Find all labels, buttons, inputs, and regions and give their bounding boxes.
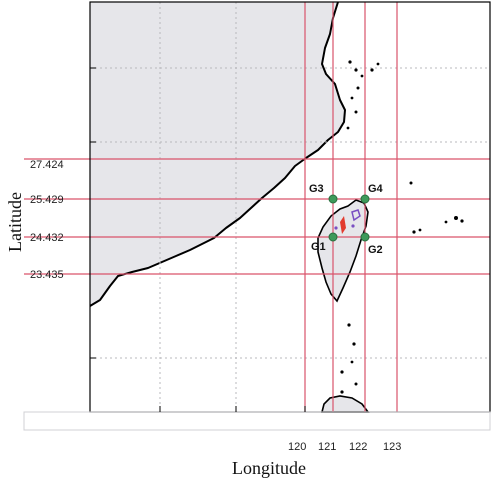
lon-tick-label: 121 bbox=[318, 441, 336, 453]
mainland-land bbox=[90, 2, 345, 306]
grid-point-g2 bbox=[360, 232, 370, 242]
island-dots bbox=[340, 60, 464, 394]
lat-tick-label: 24.432 bbox=[30, 232, 64, 244]
purple-marker bbox=[351, 209, 361, 222]
lat-tick-label: 25.429 bbox=[30, 194, 64, 206]
grid-point-g3 bbox=[328, 194, 338, 204]
grid-point-markers bbox=[328, 194, 370, 242]
lon-tick-label: 122 bbox=[349, 441, 367, 453]
grid-point-g4 bbox=[360, 194, 370, 204]
mainland-coastline bbox=[89, 1, 346, 307]
reference-gridlines bbox=[90, 2, 490, 412]
grid-lines bbox=[24, 2, 490, 412]
taiwan-island bbox=[317, 199, 369, 303]
x-axis-title: Longitude bbox=[232, 458, 306, 478]
lat-tick-label: 27.424 bbox=[30, 159, 64, 171]
red-marker bbox=[340, 216, 346, 234]
grid-point-label-g1: G1 bbox=[311, 241, 326, 253]
station-markers bbox=[334, 209, 361, 234]
grid-point-label-g4: G4 bbox=[368, 183, 384, 195]
y-axis-title: Latitude bbox=[5, 192, 25, 252]
grid-point-g1 bbox=[328, 232, 338, 242]
lat-tick-label: 23.435 bbox=[30, 269, 64, 281]
grid-point-label-g2: G2 bbox=[368, 244, 383, 256]
frame-ticks bbox=[90, 67, 306, 412]
bottom-band-frame bbox=[23, 411, 491, 431]
lon-tick-label: 123 bbox=[383, 441, 401, 453]
grid-point-label-g3: G3 bbox=[309, 183, 324, 195]
lon-tick-label: 120 bbox=[288, 441, 306, 453]
